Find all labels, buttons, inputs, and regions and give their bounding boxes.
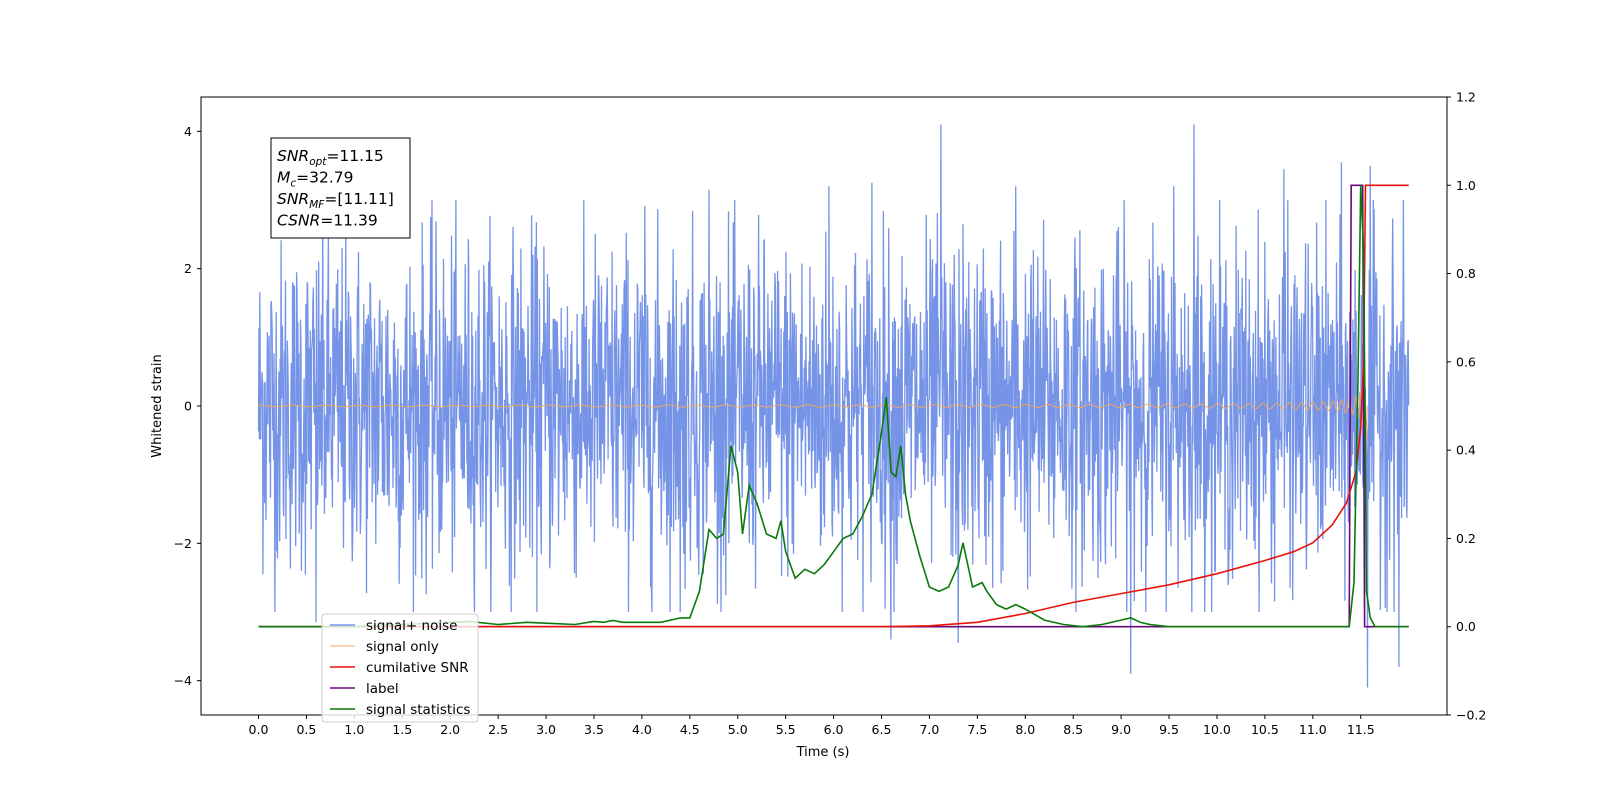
x-tick-label: 11.5 [1347,722,1375,737]
info-line: SNRopt=11.15 [277,147,384,168]
legend-entry-label: signal only [366,639,439,655]
legend-entry-label: signal+ noise [366,618,457,634]
series-signal-statistics-line [258,185,1409,628]
info-box-frame [270,137,411,239]
legend-entry-label: label [366,681,399,697]
y2-tick-label: 0.6 [1456,354,1476,369]
x-tick-label: 3.0 [536,722,556,737]
y-tick-label: −2 [174,536,192,551]
info-symbol: SNR [277,147,309,165]
x-tick-label: 11.0 [1299,722,1327,737]
info-subscript: opt [309,156,327,168]
x-tick-label: 10.5 [1251,722,1279,737]
info-value: =[11.11] [324,190,393,208]
legend: signal+ noise signal only cumilative SNR la… [321,613,479,723]
x-tick-label: 4.0 [632,722,652,737]
y-axis-title: Whitened strain [150,354,165,457]
y-tick-label: 4 [184,124,192,139]
y2-tick-label: 1.2 [1456,90,1476,105]
y2-tick-label: −0.2 [1456,708,1486,723]
info-subscript: MF [309,199,325,211]
info-value: =11.15 [326,147,383,165]
info-value: =11.39 [320,212,377,230]
legend-entry-label: cumilative SNR [366,660,469,676]
info-symbol: CSNR [277,212,320,230]
x-tick-label: 0.0 [249,722,269,737]
info-symbol: SNR [277,190,309,208]
x-tick-label: 3.5 [584,722,604,737]
x-tick-label: 7.0 [919,722,939,737]
x-tick-label: 4.5 [680,722,700,737]
x-tick-label: 5.0 [728,722,748,737]
x-tick-label: 0.5 [296,722,316,737]
x-tick-label: 7.5 [967,722,987,737]
x-tick-label: 6.5 [872,722,892,737]
info-value: =32.79 [296,169,353,187]
x-tick-label: 8.5 [1063,722,1083,737]
series-cumulative-snr-line [258,184,1409,628]
info-line: SNRMF=[11.11] [277,190,394,211]
series-signal-only-line [258,374,1368,457]
x-tick-label: 10.0 [1203,722,1231,737]
info-line: CSNR=11.39 [277,212,378,230]
y-tick-label: −4 [174,673,192,688]
y2-tick-label: 0.8 [1456,266,1476,281]
y2-tick-label: 0.0 [1456,619,1476,634]
x-tick-label: 2.0 [440,722,460,737]
legend-frame [321,613,479,723]
x-tick-label: 6.0 [824,722,844,737]
plot-data-layer [257,124,1410,688]
series-signal-noise-line [257,124,1410,688]
info-annotation-box: SNRopt=11.15Mc=32.79SNRMF=[11.11]CSNR=11… [270,137,411,239]
x-tick-label: 9.5 [1159,722,1179,737]
x-tick-label: 8.0 [1015,722,1035,737]
info-symbol: M [277,169,290,187]
info-subscript: c [290,178,296,190]
y2-tick-label: 0.2 [1456,531,1476,546]
y-tick-label: 0 [184,399,192,414]
x-tick-label: 9.0 [1111,722,1131,737]
x-tick-label: 1.0 [344,722,364,737]
y2-tick-label: 0.4 [1456,443,1476,458]
y-tick-label: 2 [184,261,192,276]
x-tick-label: 1.5 [392,722,412,737]
info-line: Mc=32.79 [277,169,354,190]
y2-tick-label: 1.0 [1456,178,1476,193]
x-tick-label: 5.5 [776,722,796,737]
x-axis-title: Time (s) [796,745,850,760]
legend-entry-label: signal statistics [366,702,470,718]
x-tick-label: 2.5 [488,722,508,737]
axes-layer: 0.0 0.5 1.0 1.5 2.0 2.5 3.0 3.5 4.0 4.5 5.0 5.5 6.0 6… [174,90,1487,738]
